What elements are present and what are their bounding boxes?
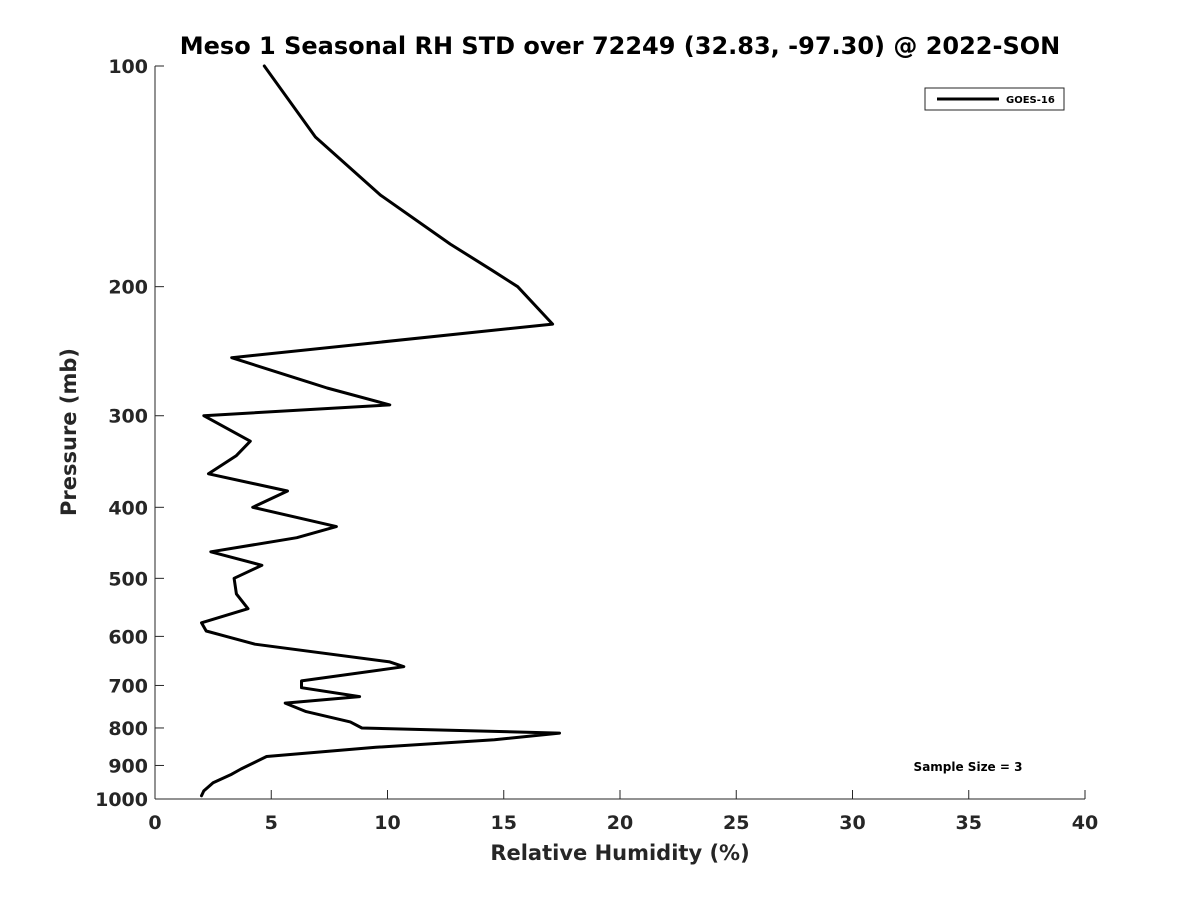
y-tick-label: 1000 (95, 789, 148, 811)
sample-size-annotation: Sample Size = 3 (914, 760, 1023, 774)
x-tick-label: 35 (956, 812, 982, 834)
y-tick-label: 500 (108, 568, 148, 590)
legend-entry-goes-16: GOES-16 (1006, 95, 1055, 106)
x-tick-label: 0 (148, 812, 161, 834)
plot-area: 0 5 10 15 20 25 30 35 40 100 200 300 400 500 600 700 80… (95, 56, 1098, 834)
y-tick-label: 800 (108, 718, 148, 740)
y-tick-label: 400 (108, 497, 148, 519)
y-tick-label: 700 (108, 675, 148, 697)
x-tick-label: 20 (607, 812, 633, 834)
series-layer (200, 64, 561, 798)
chart-title: Meso 1 Seasonal RH STD over 72249 (32.83… (180, 32, 1061, 60)
y-tick-label: 300 (108, 406, 148, 428)
x-tick-label: 10 (374, 812, 400, 834)
y-tick-label: 600 (108, 626, 148, 648)
y-axis-ticks: 100 200 300 400 500 600 700 800 900 1000 (95, 56, 164, 811)
x-tick-label: 30 (839, 812, 865, 834)
x-tick-label: 40 (1072, 812, 1098, 834)
x-axis-ticks: 0 5 10 15 20 25 30 35 40 (148, 790, 1098, 834)
y-tick-label: 900 (108, 755, 148, 777)
x-tick-label: 15 (491, 812, 517, 834)
x-tick-label: 25 (723, 812, 749, 834)
y-tick-label: 100 (108, 56, 148, 78)
x-tick-label: 5 (265, 812, 278, 834)
x-axis-label: Relative Humidity (%) (490, 841, 749, 865)
legend: GOES-16 (924, 87, 1065, 111)
series-line-goes-16 (200, 64, 561, 798)
y-tick-label: 200 (108, 277, 148, 299)
y-axis-label: Pressure (mb) (57, 348, 81, 516)
